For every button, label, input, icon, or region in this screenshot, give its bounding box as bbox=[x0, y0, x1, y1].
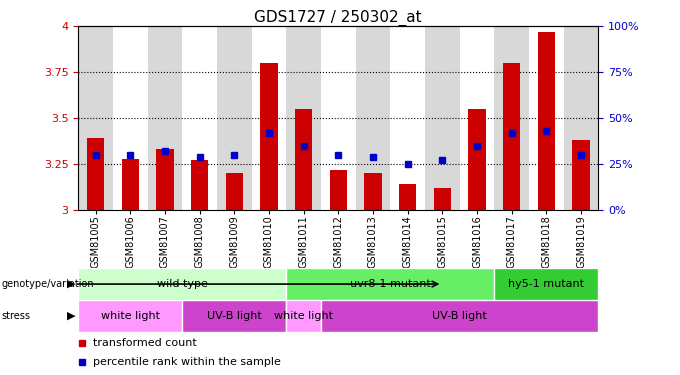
Bar bbox=[286, 26, 321, 210]
Bar bbox=[286, 268, 494, 300]
Text: percentile rank within the sample: percentile rank within the sample bbox=[92, 357, 281, 367]
Bar bbox=[356, 26, 390, 210]
Bar bbox=[191, 160, 208, 210]
Bar bbox=[113, 26, 148, 210]
Bar bbox=[78, 300, 182, 332]
Title: GDS1727 / 250302_at: GDS1727 / 250302_at bbox=[254, 10, 422, 26]
Bar bbox=[573, 140, 590, 210]
Text: genotype/variation: genotype/variation bbox=[1, 279, 94, 289]
Text: hy5-1 mutant: hy5-1 mutant bbox=[509, 279, 584, 289]
Text: UV-B light: UV-B light bbox=[207, 311, 262, 321]
Bar bbox=[494, 26, 529, 210]
Bar bbox=[538, 32, 555, 210]
Text: white light: white light bbox=[101, 311, 160, 321]
Bar bbox=[469, 109, 486, 210]
Bar bbox=[78, 268, 286, 300]
Bar bbox=[399, 184, 416, 210]
Bar bbox=[260, 63, 277, 210]
Bar bbox=[390, 26, 425, 210]
Bar bbox=[217, 26, 252, 210]
Bar bbox=[564, 26, 598, 210]
Bar bbox=[434, 188, 451, 210]
Bar bbox=[156, 149, 173, 210]
Bar bbox=[226, 173, 243, 210]
Bar bbox=[182, 26, 217, 210]
Bar bbox=[330, 170, 347, 210]
Bar bbox=[494, 268, 598, 300]
Text: UV-B light: UV-B light bbox=[432, 311, 487, 321]
Bar bbox=[321, 26, 356, 210]
Bar bbox=[364, 173, 381, 210]
Bar bbox=[78, 26, 113, 210]
Text: ▶: ▶ bbox=[67, 311, 75, 321]
Bar bbox=[529, 26, 564, 210]
Text: white light: white light bbox=[274, 311, 333, 321]
Bar bbox=[425, 26, 460, 210]
Text: transformed count: transformed count bbox=[92, 338, 197, 348]
Bar bbox=[503, 63, 520, 210]
Bar bbox=[87, 138, 104, 210]
Bar bbox=[252, 26, 286, 210]
Bar bbox=[122, 159, 139, 210]
Text: wild type: wild type bbox=[157, 279, 207, 289]
Text: ▶: ▶ bbox=[67, 279, 75, 289]
Bar bbox=[321, 300, 598, 332]
Text: uvr8-1 mutant: uvr8-1 mutant bbox=[350, 279, 430, 289]
Bar bbox=[286, 300, 321, 332]
Bar bbox=[295, 109, 312, 210]
Bar bbox=[182, 300, 286, 332]
Text: stress: stress bbox=[1, 311, 31, 321]
Bar bbox=[460, 26, 494, 210]
Bar bbox=[148, 26, 182, 210]
